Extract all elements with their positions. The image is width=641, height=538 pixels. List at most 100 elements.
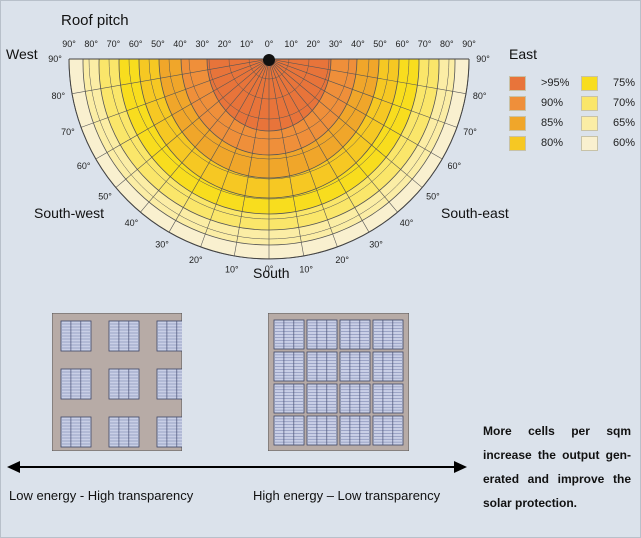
solar-cell bbox=[156, 320, 182, 352]
solar-cell bbox=[273, 351, 305, 382]
top-tick-label: 80° bbox=[84, 39, 98, 49]
legend-swatch bbox=[581, 116, 598, 131]
top-tick-label: 20° bbox=[218, 39, 232, 49]
right-arc-tick-label: 40° bbox=[400, 218, 414, 228]
arc-gridline bbox=[128, 59, 410, 200]
top-tick-label: 0° bbox=[265, 39, 274, 49]
left-arc-tick-label: 50° bbox=[98, 192, 112, 202]
solar-cell bbox=[60, 368, 92, 400]
right-arc-tick-label: 90° bbox=[476, 54, 490, 64]
solar-cell bbox=[273, 383, 305, 414]
legend-swatch bbox=[581, 96, 598, 111]
solar-cell bbox=[339, 351, 371, 382]
direction-east: East bbox=[509, 46, 538, 62]
diagram-title: Roof pitch bbox=[61, 12, 129, 29]
outer-boundary bbox=[68, 58, 470, 260]
bottom-tick-label: 0° bbox=[265, 264, 274, 274]
left-arc-tick-label: 60° bbox=[77, 161, 91, 171]
solar-cell bbox=[60, 416, 92, 448]
solar-cell bbox=[156, 416, 182, 448]
energy-scale-arrow bbox=[7, 461, 467, 473]
left-arc-tick-label: 20° bbox=[189, 255, 203, 265]
arc-gridline bbox=[88, 59, 450, 240]
solar-cell bbox=[60, 320, 92, 352]
arc-gridline bbox=[188, 59, 350, 140]
solar-cell bbox=[339, 383, 371, 414]
roof-point-marker bbox=[263, 54, 275, 66]
legend-swatch bbox=[581, 76, 598, 91]
legend-swatch bbox=[509, 76, 526, 91]
low-energy-caption: Low energy - High transparency bbox=[9, 488, 194, 503]
top-tick-label: 60° bbox=[396, 39, 410, 49]
direction-west: West bbox=[6, 46, 38, 62]
note-line: erated and improve the bbox=[483, 472, 631, 486]
legend-label: 65% bbox=[613, 117, 636, 129]
right-arc-tick-label: 10° bbox=[299, 265, 313, 275]
top-tick-label: 90° bbox=[62, 39, 76, 49]
solar-cell bbox=[339, 319, 371, 350]
solar-cell bbox=[306, 351, 338, 382]
solar-cell bbox=[372, 383, 404, 414]
left-arc-tick-label: 30° bbox=[155, 239, 169, 249]
direction-southwest: South-west bbox=[34, 205, 105, 221]
top-tick-label: 20° bbox=[307, 39, 321, 49]
efficiency-zones bbox=[68, 59, 470, 260]
note-line: solar protection. bbox=[483, 496, 578, 510]
direction-southeast: South-east bbox=[441, 205, 509, 221]
legend-label: 85% bbox=[541, 117, 564, 129]
legend-swatch bbox=[509, 116, 526, 131]
arc-gridline bbox=[108, 59, 430, 220]
note-line: increase the output gen- bbox=[483, 448, 631, 462]
note-line: More cells per sqm bbox=[483, 424, 631, 438]
legend-label: 60% bbox=[613, 137, 636, 149]
top-tick-label: 60° bbox=[129, 39, 143, 49]
top-tick-label: 40° bbox=[173, 39, 187, 49]
solar-cell bbox=[306, 319, 338, 350]
right-arc-tick-label: 20° bbox=[335, 255, 349, 265]
right-arc-tick-label: 30° bbox=[369, 239, 383, 249]
legend-label: >95% bbox=[541, 77, 570, 89]
left-arc-tick-label: 40° bbox=[125, 218, 139, 228]
roof-pitch-diagram: 90° 80° 70° 60° 50° 40° 30° 20° 10° 0° 10° 20° 30° 40… bbox=[48, 39, 490, 275]
top-tick-label: 50° bbox=[373, 39, 387, 49]
legend-label: 70% bbox=[613, 97, 636, 109]
right-arc-tick-label: 70° bbox=[463, 127, 477, 137]
solar-cell bbox=[108, 416, 140, 448]
arc-gridline bbox=[148, 59, 390, 180]
legend-label: 75% bbox=[613, 77, 636, 89]
high-density-panel bbox=[268, 313, 409, 451]
solar-cell bbox=[108, 320, 140, 352]
top-tick-label: 90° bbox=[462, 39, 476, 49]
right-arc-tick-label: 60° bbox=[448, 161, 462, 171]
solar-cell bbox=[339, 415, 371, 446]
top-tick-label: 30° bbox=[329, 39, 343, 49]
solar-cell bbox=[156, 368, 182, 400]
left-arc-tick-label: 10° bbox=[225, 265, 239, 275]
cell-density-note: More cells per sqm increase the output g… bbox=[483, 419, 631, 515]
top-tick-label: 10° bbox=[240, 39, 254, 49]
solar-cell bbox=[273, 319, 305, 350]
top-tick-label: 70° bbox=[107, 39, 121, 49]
direction-south: South bbox=[253, 265, 290, 281]
low-density-panel bbox=[52, 313, 182, 451]
top-tick-label: 10° bbox=[284, 39, 298, 49]
left-arc-tick-label: 80° bbox=[51, 91, 65, 101]
solar-cell bbox=[372, 351, 404, 382]
top-tick-label: 50° bbox=[151, 39, 165, 49]
tick-labels: 90° 80° 70° 60° 50° 40° 30° 20° 10° 0° 10° 20° 30° 40… bbox=[48, 39, 490, 275]
legend-swatch bbox=[509, 136, 526, 151]
right-arc-tick-label: 80° bbox=[473, 91, 487, 101]
solar-cell bbox=[372, 415, 404, 446]
top-tick-label: 30° bbox=[196, 39, 210, 49]
solar-cell bbox=[306, 383, 338, 414]
arc-gridline bbox=[228, 59, 310, 100]
solar-cell bbox=[108, 368, 140, 400]
solar-cell bbox=[273, 415, 305, 446]
polar-grid bbox=[69, 59, 469, 259]
top-tick-label: 40° bbox=[351, 39, 365, 49]
left-arc-tick-label: 70° bbox=[61, 127, 75, 137]
solar-cell bbox=[306, 415, 338, 446]
legend-swatch bbox=[581, 136, 598, 151]
top-tick-label: 70° bbox=[418, 39, 432, 49]
